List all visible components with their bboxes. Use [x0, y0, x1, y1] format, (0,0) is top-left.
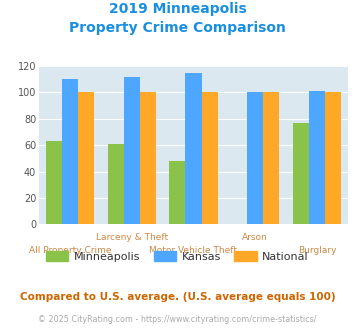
Bar	[78, 92, 94, 224]
Bar	[140, 92, 156, 224]
Bar	[263, 92, 279, 224]
Bar	[62, 79, 78, 224]
Text: © 2025 CityRating.com - https://www.cityrating.com/crime-statistics/: © 2025 CityRating.com - https://www.city…	[38, 315, 317, 324]
Bar	[325, 92, 341, 224]
Legend: Minneapolis, Kansas, National: Minneapolis, Kansas, National	[42, 247, 313, 267]
Text: Burglary: Burglary	[298, 246, 336, 255]
Bar	[108, 144, 124, 224]
Text: Motor Vehicle Theft: Motor Vehicle Theft	[149, 246, 237, 255]
Bar	[202, 92, 218, 224]
Bar	[46, 141, 62, 224]
Text: Larceny & Theft: Larceny & Theft	[95, 233, 168, 242]
Text: All Property Crime: All Property Crime	[29, 246, 111, 255]
Bar	[124, 77, 140, 224]
Bar	[169, 161, 185, 224]
Text: Arson: Arson	[242, 233, 268, 242]
Bar	[293, 123, 309, 224]
Text: Compared to U.S. average. (U.S. average equals 100): Compared to U.S. average. (U.S. average …	[20, 292, 335, 302]
Text: 2019 Minneapolis: 2019 Minneapolis	[109, 2, 246, 16]
Bar	[185, 73, 202, 224]
Bar	[309, 91, 325, 224]
Text: Property Crime Comparison: Property Crime Comparison	[69, 21, 286, 35]
Bar	[247, 92, 263, 224]
